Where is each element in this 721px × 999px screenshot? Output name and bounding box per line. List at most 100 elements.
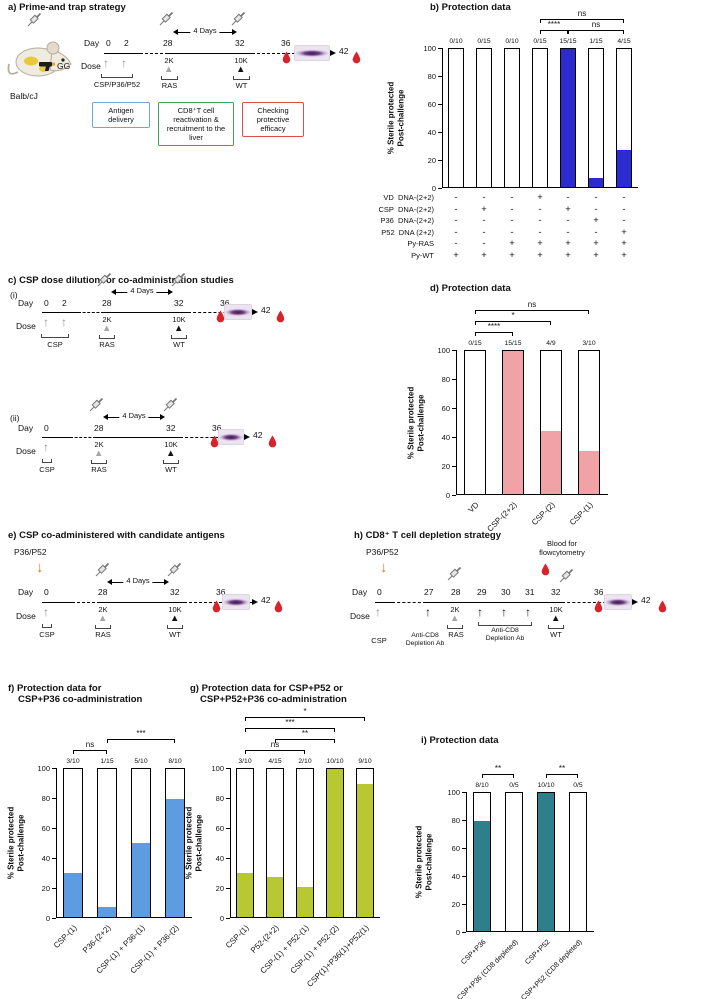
matrix-cell: - [510, 203, 514, 215]
group-bracket [99, 335, 115, 339]
cd8-reactivation-box: CD8⁺T cell reactivation & recruitment to… [158, 102, 234, 146]
bar-n-label: 8/10 [168, 758, 182, 765]
bar-fill [297, 887, 313, 917]
day-number: 42 [339, 46, 349, 56]
y-tick-label: 100 [423, 43, 436, 53]
y-tick-mark [226, 768, 230, 769]
timeline-segment [42, 437, 70, 438]
matrix-cell: - [454, 238, 458, 249]
sig-label: ns [527, 300, 537, 309]
ras-label: RAS [99, 340, 115, 349]
matrix-cell: + [537, 192, 543, 203]
sig-bracket [568, 30, 624, 34]
y-tick-mark [452, 379, 456, 380]
bar-outline [97, 768, 117, 918]
group-bracket [167, 625, 183, 629]
antigen-delivery-text: Antigen delivery [108, 106, 134, 124]
bar-outline [578, 350, 600, 495]
prime-antigens-label: CSP/P36/P52 [93, 80, 141, 89]
y-tick-label: 0 [431, 183, 436, 193]
timeline-arrowhead-icon [252, 598, 258, 605]
matrix-cell: + [593, 249, 599, 261]
matrix-cell: - [594, 226, 598, 238]
wt-dose-label: 10K [549, 605, 563, 614]
sig-bracket [245, 728, 335, 732]
matrix-cell: + [621, 226, 627, 238]
ras-label: RAS [91, 465, 107, 474]
y-tick-label: 60 [427, 99, 436, 109]
matrix-cell: - [454, 215, 458, 226]
matrix-cell: - [510, 215, 514, 226]
checking-efficacy-box: Checking protective efficacy [242, 102, 304, 137]
day-axis-label: Day [18, 587, 34, 597]
y-tick-mark [462, 820, 466, 821]
day-number: 28 [102, 298, 112, 308]
y-tick-label: 100 [211, 763, 224, 773]
y-tick-mark [438, 48, 442, 49]
sig-label: *** [285, 718, 295, 727]
dose-axis-label: Dose [81, 61, 101, 71]
matrix-cell: + [565, 249, 571, 261]
day-axis-label: Day [352, 587, 368, 597]
bar-outline [505, 792, 523, 932]
bar-fill [98, 907, 116, 917]
bar-outline [464, 350, 486, 495]
wt-dose-label: 10K [168, 605, 182, 614]
sig-bracket [475, 332, 513, 336]
wt-label: WT [173, 340, 185, 349]
co-antigen-arrow-icon: ↓ [380, 559, 388, 576]
anti-cd8-label-2: Anti-CD8 Depletion Ab [485, 627, 525, 643]
bar-fill [538, 793, 554, 931]
day-number: 28 [163, 38, 173, 48]
wt-label: WT [165, 465, 177, 474]
bar-outline [326, 768, 344, 918]
timeline-arrowhead-icon [330, 49, 336, 56]
timeline-segment [104, 53, 140, 54]
y-tick-mark [452, 437, 456, 438]
bar-n-label: 4/15 [617, 38, 631, 45]
timeline-segment-dashed [180, 437, 244, 438]
ras-triangle-icon: ▲ [98, 613, 108, 624]
wt-triangle-icon: ▲ [236, 64, 246, 75]
y-tick-label: 20 [215, 883, 224, 893]
wt-triangle-icon: ▲ [551, 613, 561, 624]
day-number: 29 [477, 587, 487, 597]
bar-fill [267, 877, 283, 917]
y-tick-mark [226, 828, 230, 829]
sig-label: * [303, 707, 307, 716]
matrix-cell: - [454, 192, 458, 203]
interval-arrow-right-icon [160, 414, 165, 420]
day-number: 36 [220, 298, 230, 308]
timeline-segment-dashed [78, 312, 104, 313]
ras-triangle-icon: ▲ [450, 613, 460, 624]
wt-triangle-icon: ▲ [174, 323, 184, 334]
bar-fill [132, 843, 150, 917]
bar-outline [236, 768, 254, 918]
y-tick-mark [462, 848, 466, 849]
bar-outline [165, 768, 185, 918]
sig-label: ** [558, 764, 566, 773]
matrix-cell: + [621, 238, 627, 249]
matrix-cell: - [538, 215, 542, 226]
bar-outline [537, 792, 555, 932]
interval-label: 4 Days [190, 26, 220, 36]
y-tick-label: 60 [441, 403, 450, 413]
day-number: 42 [641, 595, 651, 605]
plot-area [56, 768, 192, 918]
y-tick-label: 20 [441, 461, 450, 471]
anti-cd8-arrow-icon: ↑ [525, 605, 531, 619]
dose-axis-label: Dose [16, 611, 36, 621]
bar-n-label: 4/9 [546, 340, 556, 347]
day-number: 36 [281, 38, 291, 48]
y-tick-mark [452, 495, 456, 496]
day-number: 2 [62, 298, 67, 308]
co-antigen-arrow-icon: ↓ [36, 559, 44, 576]
timeline-segment-dashed [252, 53, 330, 54]
matrix-row-label: VD DNA-(2+2) [383, 193, 434, 202]
bar-outline [266, 768, 284, 918]
interval-label: 4 Days [127, 286, 157, 296]
bar-outline [569, 792, 587, 932]
